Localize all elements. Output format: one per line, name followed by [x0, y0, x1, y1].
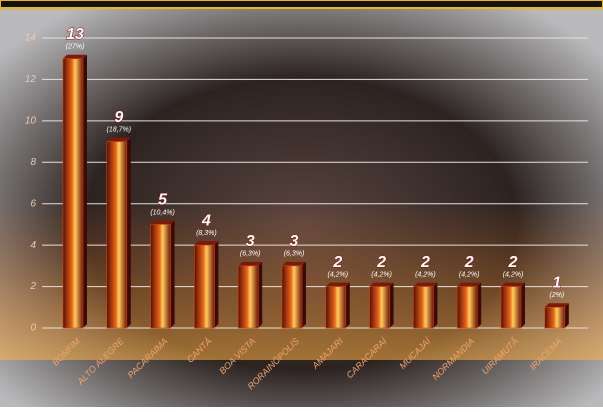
bar-side: [302, 261, 306, 328]
percent-label: (10,4%): [150, 209, 175, 216]
percent-label: (6,3%): [284, 251, 305, 258]
bar-side: [214, 241, 219, 328]
bar: [544, 306, 566, 329]
bar: [150, 224, 171, 329]
bar-top: [282, 261, 306, 266]
percent-label: (4,2%): [327, 271, 348, 278]
bar-top: [106, 137, 131, 142]
bar-top: [544, 303, 569, 308]
y-tick-label: 10: [25, 115, 37, 126]
y-tick-label: 14: [25, 33, 37, 44]
percent-label: (2%): [549, 292, 564, 299]
percent-label: (4,2%): [503, 271, 524, 278]
value-label: 2: [464, 254, 474, 271]
bar-side: [345, 282, 350, 328]
percent-label: (8,3%): [196, 230, 217, 237]
value-label: 3: [290, 233, 299, 250]
bar-side: [433, 282, 438, 328]
value-label: 2: [332, 254, 342, 271]
bar-top: [325, 282, 350, 287]
bar-side: [521, 282, 525, 328]
bar-top: [238, 261, 263, 266]
bar: [456, 286, 478, 329]
percent-label: (4,2%): [371, 271, 392, 278]
percent-label: (27%): [66, 44, 85, 51]
value-label: 2: [508, 254, 518, 271]
bar-side: [258, 261, 263, 328]
bar-top: [369, 282, 394, 287]
value-label: 4: [201, 212, 211, 229]
y-tick-label: 6: [30, 198, 36, 209]
value-label: 2: [420, 254, 430, 271]
percent-label: (4,2%): [459, 271, 480, 278]
bar-side: [170, 220, 175, 328]
bar: [369, 286, 390, 329]
bar: [237, 265, 259, 329]
percent-label: (6,3%): [240, 251, 261, 258]
bar: [413, 286, 434, 329]
bar-top: [457, 282, 482, 287]
y-tick-label: 2: [29, 281, 36, 292]
value-label: 2: [376, 254, 386, 271]
bar-top: [63, 54, 87, 59]
y-tick-label: 0: [30, 323, 36, 334]
value-label: 13: [66, 26, 84, 43]
value-label: 3: [246, 233, 255, 250]
bar-top: [150, 220, 175, 225]
bar-top: [501, 282, 525, 287]
bar-top: [194, 241, 219, 246]
percent-label: (18,7%): [107, 126, 132, 133]
value-label: 9: [114, 109, 123, 126]
bar-side: [389, 282, 394, 328]
bar-side: [564, 303, 569, 328]
y-tick-label: 12: [25, 74, 37, 85]
bar: [194, 244, 215, 329]
top-bar: [0, 0, 603, 9]
y-tick-label: 4: [30, 240, 36, 251]
bar: [62, 58, 84, 329]
value-label: 5: [158, 192, 168, 209]
bar: [281, 265, 303, 329]
bar: [106, 141, 128, 329]
bar-top: [413, 282, 438, 287]
percent-label: (4,2%): [415, 271, 436, 278]
bar-side: [126, 137, 131, 328]
bar: [325, 286, 347, 329]
bar-side: [477, 282, 482, 328]
bar-side: [83, 54, 87, 328]
value-label: 1: [552, 275, 561, 292]
bar: [500, 286, 522, 329]
y-tick-label: 8: [30, 157, 36, 168]
